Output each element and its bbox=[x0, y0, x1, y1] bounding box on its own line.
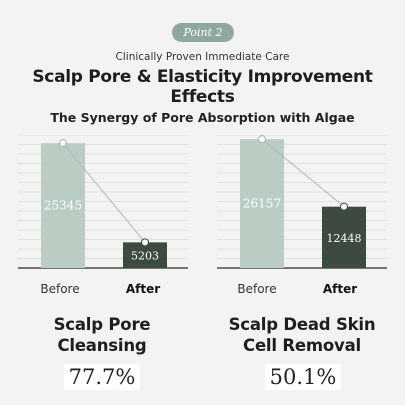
connector-line bbox=[62, 142, 146, 243]
x-tick-label: Before bbox=[237, 282, 277, 296]
chart-pore-cleansing: 25345 5203 Before After bbox=[18, 135, 188, 305]
x-tick-label: After bbox=[322, 282, 358, 296]
x-tick-label: Before bbox=[40, 282, 80, 296]
marker-before bbox=[258, 135, 266, 144]
chart-pore-cleansing-svg: 25345 5203 bbox=[18, 135, 188, 269]
point-badge-label: Point 2 bbox=[183, 26, 223, 39]
data-label: 26157 bbox=[243, 197, 281, 211]
marker-before bbox=[59, 139, 67, 148]
subtitle: Clinically Proven Immediate Care bbox=[115, 51, 290, 63]
bar-before bbox=[240, 139, 284, 268]
chart-dead-skin-removal-svg: 26157 12448 bbox=[217, 135, 387, 269]
bar-after bbox=[322, 206, 366, 268]
chart-dead-skin-removal: 26157 12448 Before After bbox=[217, 135, 387, 305]
section-title: The Synergy of Pore Absorption with Alga… bbox=[50, 110, 355, 125]
bar-before bbox=[41, 143, 85, 268]
marker-after bbox=[340, 202, 348, 211]
metric-title-line: Cell Removal bbox=[243, 336, 361, 355]
point-badge: Point 2 bbox=[172, 23, 234, 42]
metric-value-dead-skin-removal: 50.1% bbox=[265, 364, 341, 390]
metric-title-dead-skin-removal: Scalp Dead Skin Cell Removal bbox=[202, 314, 402, 356]
x-tick-label: After bbox=[125, 282, 161, 296]
metric-title-pore-cleansing: Scalp Pore Cleansing bbox=[2, 314, 202, 356]
marker-after bbox=[141, 238, 149, 247]
data-label: 5203 bbox=[131, 250, 159, 263]
metric-title-line: Scalp Dead Skin bbox=[228, 315, 376, 334]
data-label: 25345 bbox=[44, 199, 82, 213]
metric-value-pore-cleansing: 77.7% bbox=[64, 364, 140, 390]
headline: Scalp Pore & Elasticity Improvement Effe… bbox=[32, 67, 373, 107]
metric-title-line: Scalp Pore bbox=[53, 315, 151, 334]
bar-after bbox=[123, 242, 167, 268]
metric-title-line: Cleansing bbox=[57, 336, 147, 355]
data-label: 12448 bbox=[327, 232, 362, 245]
connector-line bbox=[261, 138, 345, 208]
